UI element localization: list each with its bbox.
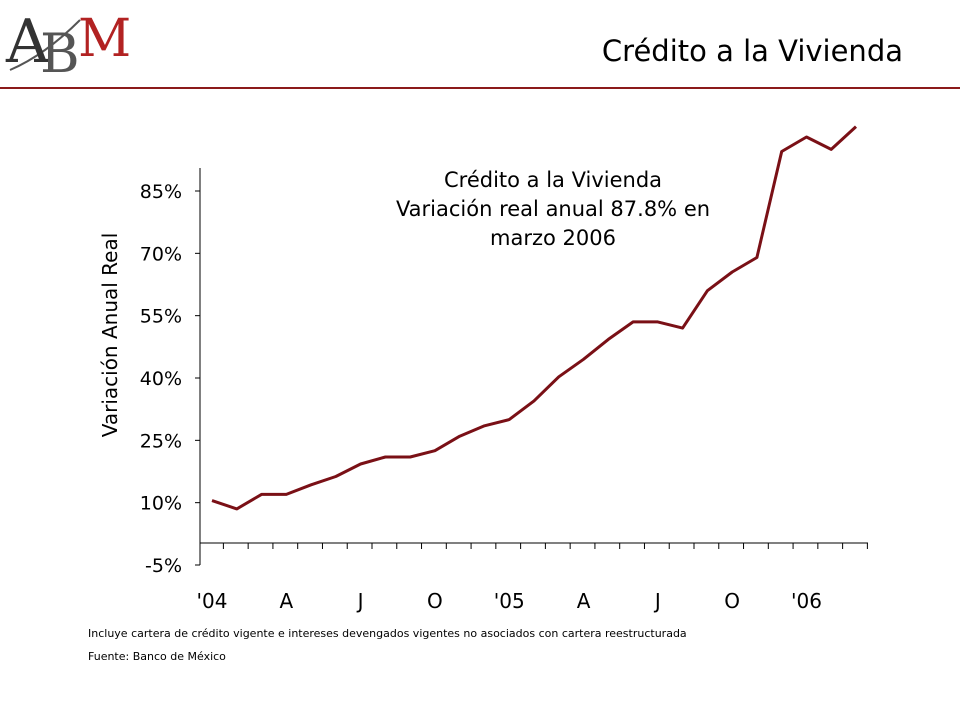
annotation-line: Variación real anual 87.8% en: [396, 197, 710, 221]
page-title: Crédito a la Vivienda: [601, 34, 903, 68]
logo-letter-a: A: [5, 7, 50, 77]
annotation-line: Crédito a la Vivienda: [444, 168, 662, 192]
x-tick-label: '04: [197, 589, 228, 613]
header-divider: [0, 87, 960, 89]
logo-letter-b: B: [40, 22, 80, 85]
footnote-source: Fuente: Banco de México: [88, 650, 226, 663]
chart-annotation: Crédito a la Vivienda Variación real anua…: [396, 168, 710, 250]
y-tick-label: 70%: [140, 243, 182, 265]
x-tick-label: O: [724, 589, 740, 613]
x-axis: '04 A J O '05 A J O '06: [197, 542, 868, 613]
y-tick-label: 55%: [140, 306, 182, 328]
series-line: [211, 125, 858, 511]
x-tick-label: J: [356, 589, 364, 613]
x-tick-label: O: [427, 589, 443, 613]
footnote-note: Incluye cartera de crédito vigente e int…: [88, 627, 687, 640]
y-tick-label: 85%: [140, 181, 182, 203]
y-axis-label: Variación Anual Real: [98, 233, 122, 438]
x-tick-label: '05: [494, 589, 525, 613]
series-group: [211, 125, 858, 511]
x-tick-label: A: [279, 589, 293, 613]
logo-letter-m: M: [78, 9, 131, 69]
x-tick-label: J: [653, 589, 661, 613]
x-tick-label: A: [577, 589, 591, 613]
y-tick-label: 25%: [140, 430, 182, 452]
x-tick-label: '06: [791, 589, 822, 613]
y-axis: -5% 10% 25% 40% 55% 70% 85%: [140, 168, 201, 577]
y-tick-label: 10%: [140, 493, 182, 515]
abm-logo: A B M: [5, 7, 131, 85]
y-tick-label: 40%: [140, 368, 182, 390]
y-tick-label: -5%: [145, 555, 182, 577]
logo-swoosh: [9, 19, 81, 71]
annotation-line: marzo 2006: [490, 226, 616, 250]
